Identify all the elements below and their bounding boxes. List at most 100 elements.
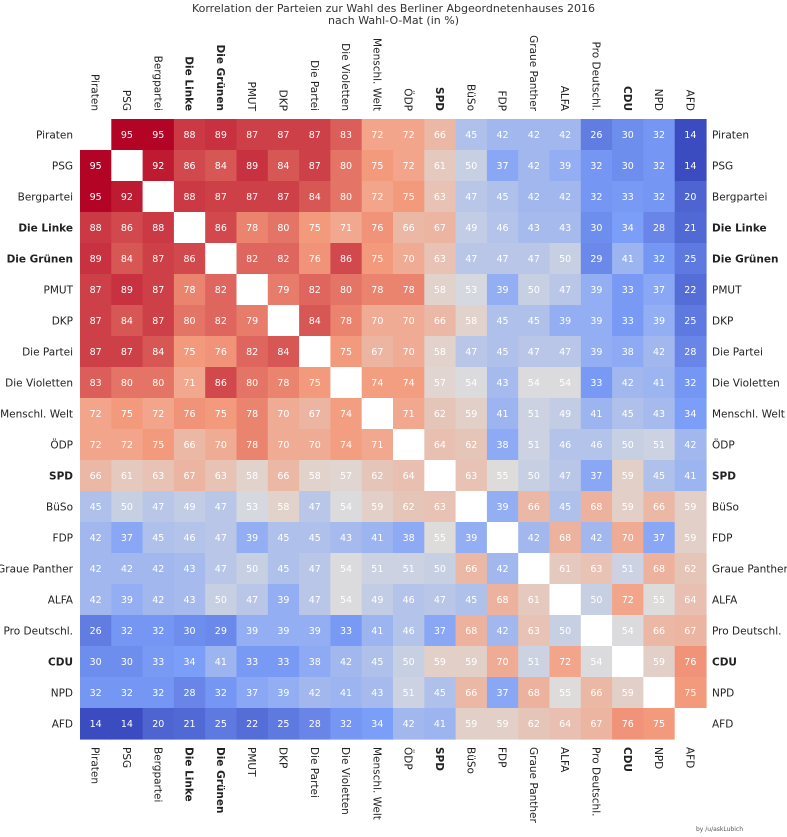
cell-value-label: 59 (622, 688, 634, 699)
heatmap-cell (173, 119, 206, 151)
heatmap-cell (236, 429, 269, 461)
cell-value-label: 39 (590, 285, 602, 296)
col-label-bottom-graue-panther: Graue Panther (527, 747, 539, 824)
heatmap-cell (361, 274, 394, 306)
heatmap-cell (267, 553, 300, 585)
heatmap-cell (643, 212, 676, 244)
cell-value-label: 32 (684, 378, 696, 389)
heatmap-cell (486, 336, 519, 368)
col-label-top-spd: SPD (433, 87, 445, 111)
col-label-bottom-dkp: DKP (276, 747, 288, 768)
heatmap-cell (393, 460, 425, 492)
heatmap-cell (393, 212, 425, 244)
cell-value-label: 46 (184, 533, 196, 544)
heatmap-cell (299, 522, 331, 554)
col-label-top-afd: AFD (683, 90, 695, 111)
cell-value-label: 59 (684, 502, 696, 513)
cell-value-label: 21 (684, 223, 696, 234)
heatmap-cell (330, 243, 363, 275)
col-label-bottom-fdp: FDP (496, 747, 508, 767)
heatmap-cell (424, 553, 457, 585)
heatmap-cell (361, 212, 394, 244)
heatmap-cell (393, 119, 425, 151)
diagonal-cell (549, 584, 582, 616)
heatmap-cell (580, 553, 613, 585)
heatmap-cell (580, 181, 613, 213)
cell-value-label: 37 (497, 161, 509, 172)
cell-value-label: 80 (184, 316, 196, 327)
heatmap-cell (674, 119, 707, 151)
heatmap-cell (236, 584, 269, 616)
heatmap-cell (612, 522, 644, 554)
cell-value-label: 59 (684, 533, 696, 544)
heatmap-cell (518, 646, 551, 678)
chart-title: Korrelation der Parteien zur Wahl des Be… (191, 2, 596, 15)
heatmap-cell (236, 150, 269, 182)
row-label-right-afd: AFD (712, 719, 733, 731)
heatmap-cell (299, 274, 331, 306)
col-label-top-psg: PSG (120, 90, 132, 111)
heatmap-cell (205, 212, 238, 244)
cell-value-label: 80 (246, 378, 258, 389)
heatmap-cell (142, 398, 175, 430)
cell-value-label: 62 (403, 502, 415, 513)
heatmap-cell (580, 646, 613, 678)
cell-value-label: 47 (559, 285, 571, 296)
heatmap-cell (549, 429, 582, 461)
cell-value-label: 47 (465, 254, 477, 265)
diagonal-cell (518, 553, 551, 585)
cell-value-label: 43 (653, 409, 665, 420)
cell-value-label: 30 (622, 130, 634, 141)
cell-value-label: 39 (121, 595, 133, 606)
cell-value-label: 61 (559, 564, 571, 575)
heatmap-cell (612, 305, 644, 337)
cell-value-label: 26 (90, 626, 102, 637)
heatmap-cell (267, 181, 300, 213)
cell-value-label: 14 (684, 130, 696, 141)
heatmap-cell (299, 150, 331, 182)
cell-value-label: 80 (340, 192, 352, 203)
heatmap-cell (299, 584, 331, 616)
cell-value-label: 51 (528, 409, 540, 420)
heatmap-cell (205, 274, 238, 306)
heatmap-cell (236, 336, 269, 368)
cell-value-label: 43 (528, 223, 540, 234)
cell-value-label: 30 (622, 161, 634, 172)
cell-value-label: 71 (403, 409, 415, 420)
heatmap-cell (424, 398, 457, 430)
cell-value-label: 72 (622, 595, 634, 606)
heatmap-cell (330, 150, 363, 182)
cell-value-label: 54 (340, 502, 352, 513)
heatmap-cell (330, 305, 363, 337)
cell-value-label: 75 (184, 347, 196, 358)
cell-value-label: 57 (340, 471, 352, 482)
cell-value-label: 57 (434, 378, 446, 389)
diagonal-cell (330, 367, 363, 399)
heatmap-cell (236, 243, 269, 275)
heatmap-cell (674, 212, 707, 244)
cell-value-label: 32 (121, 626, 133, 637)
cell-value-label: 39 (246, 533, 258, 544)
cell-value-label: 84 (215, 161, 227, 172)
heatmap-cell (111, 119, 144, 151)
cell-value-label: 86 (215, 223, 227, 234)
cell-value-label: 78 (246, 409, 258, 420)
heatmap-cell (580, 584, 613, 616)
heatmap-cell (205, 677, 238, 709)
cell-value-label: 88 (184, 130, 196, 141)
cell-value-label: 37 (653, 533, 665, 544)
cell-value-label: 42 (497, 564, 509, 575)
cell-value-label: 82 (246, 254, 258, 265)
heatmap-cell (173, 584, 206, 616)
heatmap-cell (111, 336, 144, 368)
cell-value-label: 32 (653, 254, 665, 265)
heatmap-cell (455, 243, 488, 275)
cell-value-label: 82 (277, 254, 289, 265)
heatmap-cell (580, 150, 613, 182)
cell-value-label: 87 (90, 285, 102, 296)
cell-value-label: 67 (371, 347, 383, 358)
cell-value-label: 64 (434, 440, 446, 451)
heatmap-cell (549, 677, 582, 709)
heatmap-cell (612, 460, 644, 492)
cell-value-label: 41 (371, 533, 383, 544)
